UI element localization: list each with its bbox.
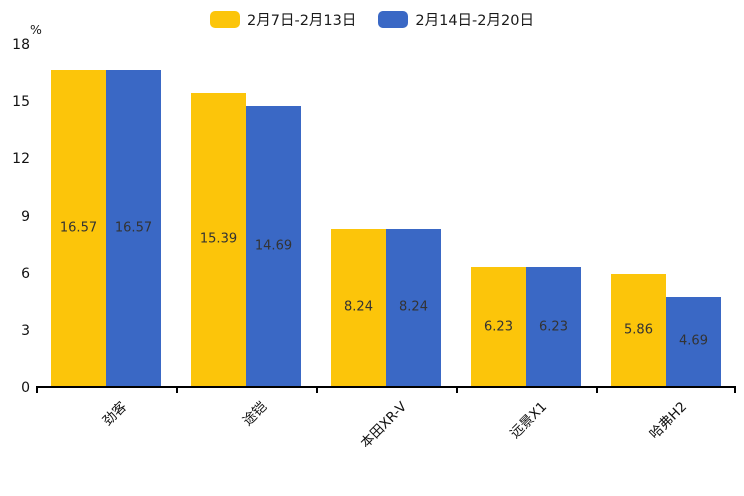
y-axis-tick-label: 6 bbox=[21, 265, 30, 282]
x-axis-category-label: 劲客 bbox=[99, 398, 131, 430]
x-axis-category-label: 本田XR-V bbox=[357, 398, 411, 452]
x-axis-tick-mark bbox=[596, 387, 598, 393]
bar-value-label: 8.24 bbox=[399, 299, 428, 315]
y-axis-tick-label: 9 bbox=[21, 208, 30, 225]
bar-途铠-series1: 15.39 bbox=[191, 92, 246, 386]
y-axis-tick-label: 0 bbox=[21, 380, 30, 396]
y-axis-tick-label: 18 bbox=[12, 37, 30, 53]
y-axis-tick-label: 15 bbox=[12, 94, 30, 111]
bar-劲客-series1: 16.57 bbox=[51, 70, 106, 386]
bar-本田XR-V-series2: 8.24 bbox=[386, 228, 441, 386]
legend-swatch-week1 bbox=[210, 11, 241, 28]
legend-label-week2: 2月14日-2月20日 bbox=[415, 13, 534, 29]
bar-value-label: 14.69 bbox=[254, 238, 293, 254]
bar-value-label: 6.23 bbox=[484, 319, 513, 335]
bar-劲客-series2: 16.57 bbox=[106, 70, 161, 386]
bar-哈弗H2-series1: 5.86 bbox=[611, 274, 666, 386]
legend-item-week1: 2月7日-2月13日 bbox=[210, 9, 356, 30]
bar-value-label: 8.24 bbox=[344, 299, 373, 315]
legend: 2月7日-2月13日 2月14日-2月20日 bbox=[0, 9, 744, 30]
bar-value-label: 16.57 bbox=[59, 220, 98, 236]
bar-value-label: 4.69 bbox=[679, 333, 708, 349]
bar-value-label: 6.23 bbox=[539, 319, 568, 335]
x-axis-tick-mark bbox=[36, 387, 38, 393]
bar-value-label: 5.86 bbox=[624, 322, 653, 338]
legend-label-week1: 2月7日-2月13日 bbox=[247, 13, 357, 29]
bar-value-label: 16.57 bbox=[114, 220, 153, 236]
y-axis-tick-label: 3 bbox=[21, 322, 30, 339]
x-axis-category-label: 哈弗H2 bbox=[646, 398, 691, 443]
x-axis-category-label: 途铠 bbox=[239, 398, 271, 430]
bar-value-label: 15.39 bbox=[199, 231, 238, 247]
x-axis-tick-mark bbox=[734, 387, 736, 393]
bar-远景X1-series2: 6.23 bbox=[526, 267, 581, 386]
bar-途铠-series2: 14.69 bbox=[246, 106, 301, 386]
plot-area: 16.57 16.57 劲客 15.39 14.69 途铠 8.24 8.24 本田XR-V 6.… bbox=[36, 45, 736, 451]
y-axis-unit-label: % bbox=[30, 22, 42, 37]
legend-item-week2: 2月14日-2月20日 bbox=[378, 9, 534, 30]
bar-本田XR-V-series1: 8.24 bbox=[331, 228, 386, 386]
x-axis-tick-mark bbox=[316, 387, 318, 393]
bar-远景X1-series1: 6.23 bbox=[471, 267, 526, 386]
legend-swatch-week2 bbox=[378, 11, 409, 28]
x-axis-tick-mark bbox=[176, 387, 178, 393]
y-axis-tick-label: 12 bbox=[12, 151, 30, 168]
x-axis-tick-mark bbox=[456, 387, 458, 393]
bar-哈弗H2-series2: 4.69 bbox=[666, 296, 721, 386]
x-axis-category-label: 远景X1 bbox=[507, 398, 551, 442]
